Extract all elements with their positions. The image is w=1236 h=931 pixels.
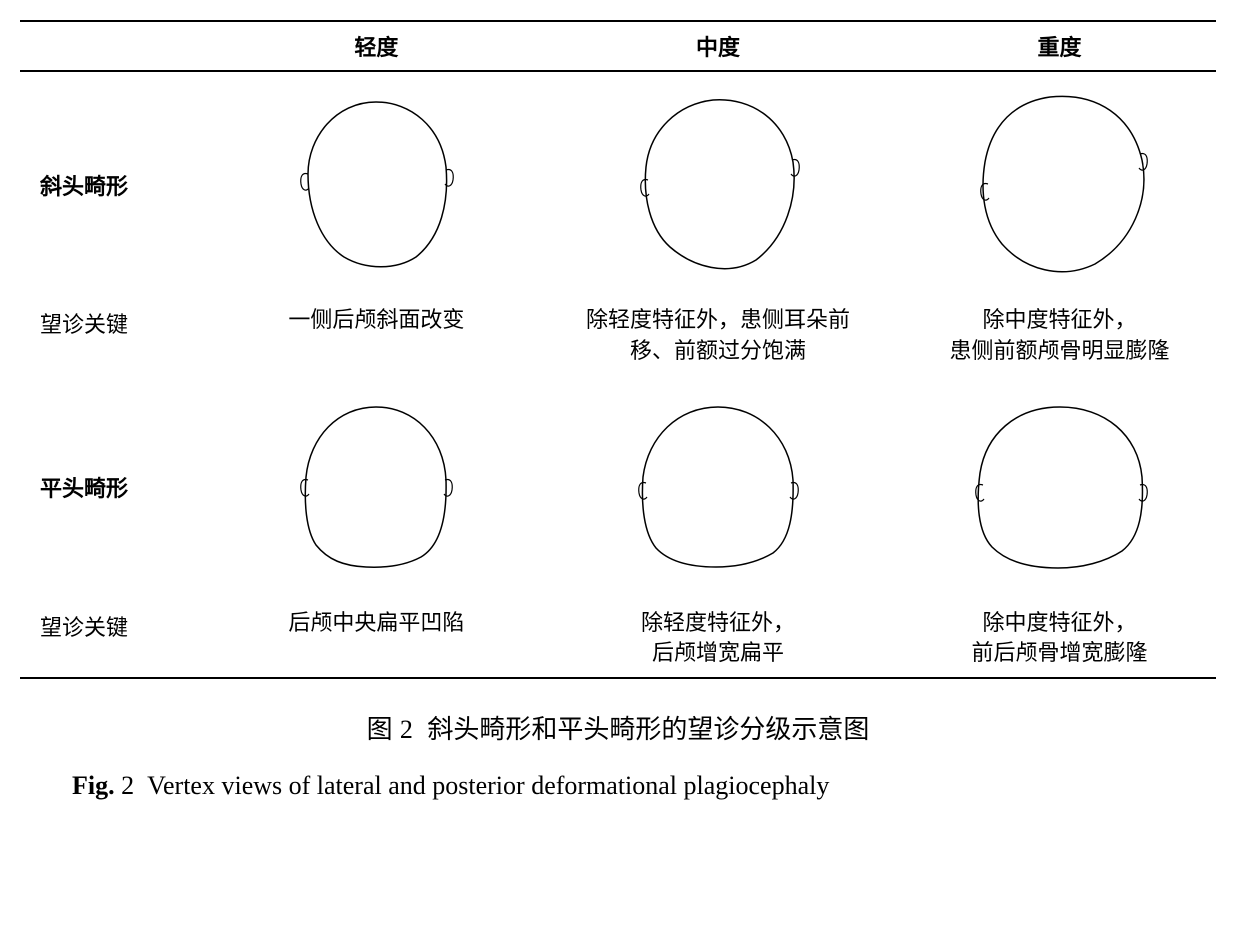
ear-left — [975, 484, 983, 501]
header-blank — [20, 21, 220, 71]
brachy-moderate-desc: 除轻度特征外，后颅增宽扁平 — [533, 600, 903, 679]
plagio-label: 斜头畸形 — [20, 71, 220, 297]
brachy-desc-row: 望诊关键 后颅中央扁平凹陷 除轻度特征外，后颅增宽扁平 除中度特征外，前后颅骨增… — [20, 600, 1216, 679]
plagio-mild-svg — [266, 82, 486, 282]
brachy-diagram-row: 平头畸形 — [20, 375, 1216, 600]
head-outline — [983, 96, 1144, 271]
ear-right — [444, 479, 452, 496]
brachy-severe-desc: 除中度特征外，前后颅骨增宽膨隆 — [903, 600, 1216, 679]
brachy-mild-svg — [266, 385, 486, 585]
table-header-row: 轻度 中度 重度 — [20, 21, 1216, 71]
ear-right — [791, 160, 799, 177]
plagio-mild-desc: 一侧后颅斜面改变 — [220, 297, 533, 375]
brachy-severe-svg — [950, 385, 1170, 585]
figure-container: 轻度 中度 重度 斜头畸形 — [20, 20, 1216, 805]
caption-english: Fig. 2 Vertex views of lateral and poste… — [20, 766, 1216, 805]
plagio-moderate-svg — [608, 82, 828, 282]
caption-en-prefix: Fig. — [72, 771, 115, 800]
head-outline — [642, 407, 793, 567]
plagio-sublabel: 望诊关键 — [20, 297, 220, 375]
plagio-diagram-row: 斜头畸形 — [20, 71, 1216, 297]
header-severe: 重度 — [903, 21, 1216, 71]
caption-en-text: Vertex views of lateral and posterior de… — [147, 771, 829, 800]
head-outline — [308, 102, 447, 267]
plagio-moderate-desc: 除轻度特征外，患侧耳朵前移、前额过分饱满 — [533, 297, 903, 375]
header-mild: 轻度 — [220, 21, 533, 71]
brachy-moderate-svg — [608, 385, 828, 585]
head-outline — [978, 407, 1142, 568]
head-outline — [306, 407, 447, 567]
plagio-severe-svg — [950, 82, 1170, 282]
header-moderate: 中度 — [533, 21, 903, 71]
plagio-moderate-cell — [533, 71, 903, 297]
plagio-desc-row: 望诊关键 一侧后颅斜面改变 除轻度特征外，患侧耳朵前移、前额过分饱满 除中度特征… — [20, 297, 1216, 375]
plagio-severe-cell — [903, 71, 1216, 297]
head-outline — [645, 100, 794, 269]
caption-en-number: 2 — [121, 771, 134, 800]
caption-cn-text: 斜头畸形和平头畸形的望诊分级示意图 — [427, 714, 869, 744]
ear-left — [980, 184, 988, 201]
caption-chinese: 图 2 斜头畸形和平头畸形的望诊分级示意图 — [20, 709, 1216, 746]
caption-cn-number: 2 — [400, 715, 413, 744]
brachy-severe-cell — [903, 375, 1216, 600]
severity-table: 轻度 中度 重度 斜头畸形 — [20, 20, 1216, 679]
plagio-severe-desc: 除中度特征外，患侧前额颅骨明显膨隆 — [903, 297, 1216, 375]
plagio-mild-cell — [220, 71, 533, 297]
brachy-mild-desc: 后颅中央扁平凹陷 — [220, 600, 533, 679]
brachy-mild-cell — [220, 375, 533, 600]
brachy-moderate-cell — [533, 375, 903, 600]
ear-right — [790, 482, 798, 499]
caption-cn-prefix: 图 — [367, 714, 393, 744]
brachy-sublabel: 望诊关键 — [20, 600, 220, 679]
brachy-label: 平头畸形 — [20, 375, 220, 600]
